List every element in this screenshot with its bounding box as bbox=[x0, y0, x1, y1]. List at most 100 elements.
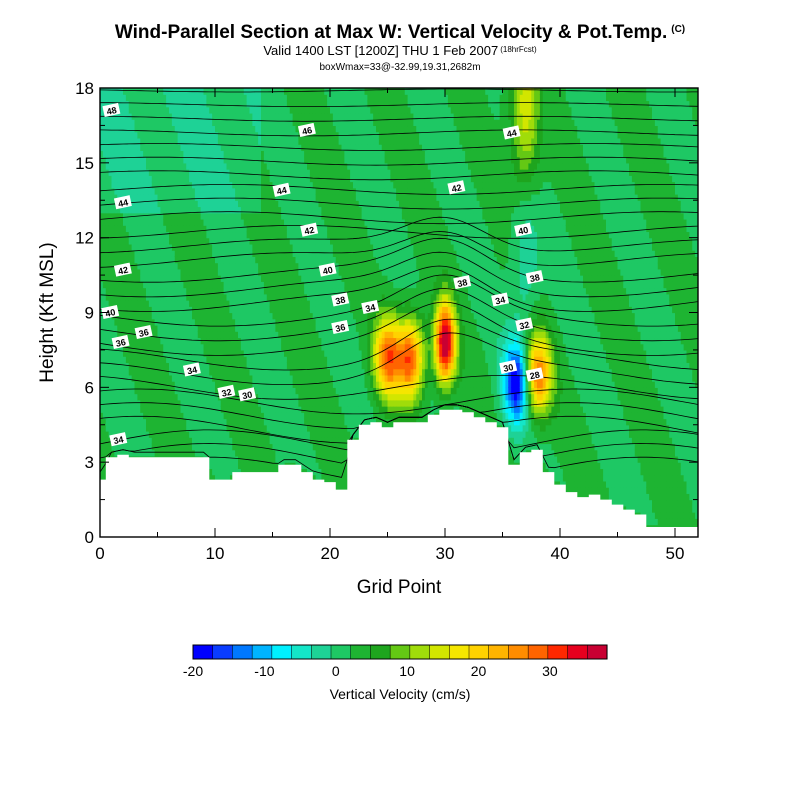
velocity-cell bbox=[105, 443, 110, 451]
velocity-cell bbox=[143, 162, 147, 170]
velocity-cell bbox=[215, 256, 219, 264]
velocity-cell bbox=[102, 318, 107, 326]
velocity-cell bbox=[263, 281, 268, 289]
velocity-cell bbox=[301, 281, 305, 289]
velocity-cell bbox=[289, 150, 294, 158]
velocity-cell bbox=[177, 368, 182, 376]
velocity-cell bbox=[238, 206, 242, 214]
velocity-cell bbox=[128, 387, 133, 395]
velocity-cell bbox=[255, 455, 259, 463]
velocity-cell bbox=[226, 293, 230, 301]
velocity-cell bbox=[243, 88, 248, 95]
velocity-cell bbox=[146, 387, 150, 395]
velocity-cell bbox=[206, 150, 210, 158]
velocity-cell bbox=[281, 324, 285, 332]
velocity-cell bbox=[295, 218, 299, 226]
velocity-cell bbox=[278, 150, 282, 158]
velocity-cell bbox=[111, 374, 115, 382]
velocity-cell bbox=[226, 374, 230, 382]
velocity-cell bbox=[240, 150, 245, 158]
velocity-cell bbox=[128, 181, 133, 189]
velocity-cell bbox=[125, 449, 130, 457]
velocity-cell bbox=[263, 418, 268, 426]
velocity-cell bbox=[171, 256, 176, 264]
velocity-cell bbox=[111, 181, 115, 189]
velocity-cell bbox=[194, 318, 199, 326]
velocity-cell bbox=[108, 443, 113, 451]
velocity-cell bbox=[160, 187, 164, 195]
velocity-cell bbox=[212, 262, 216, 270]
velocity-cell bbox=[292, 206, 297, 214]
velocity-cell bbox=[263, 412, 268, 420]
velocity-cell bbox=[255, 106, 259, 114]
velocity-cell bbox=[180, 187, 184, 195]
velocity-cell bbox=[157, 162, 161, 170]
velocity-cell bbox=[114, 218, 118, 226]
velocity-cell bbox=[151, 150, 156, 158]
velocity-cell bbox=[183, 424, 187, 432]
velocity-cell bbox=[143, 131, 147, 139]
velocity-cell bbox=[148, 418, 153, 426]
velocity-cell bbox=[105, 268, 110, 276]
velocity-cell bbox=[134, 187, 138, 195]
velocity-cell bbox=[278, 212, 282, 220]
velocity-cell bbox=[278, 324, 282, 332]
velocity-cell bbox=[252, 175, 256, 183]
velocity-cell bbox=[123, 181, 127, 189]
velocity-cell bbox=[240, 399, 245, 407]
velocity-cell bbox=[284, 94, 288, 102]
velocity-cell bbox=[128, 406, 133, 413]
velocity-cell bbox=[281, 200, 285, 208]
velocity-cell bbox=[163, 437, 167, 445]
velocity-cell bbox=[171, 169, 176, 176]
velocity-cell bbox=[235, 468, 239, 476]
velocity-cell bbox=[235, 112, 239, 120]
velocity-cell bbox=[215, 231, 219, 239]
velocity-cell bbox=[100, 430, 104, 438]
velocity-cell bbox=[169, 212, 173, 220]
velocity-cell bbox=[258, 468, 262, 476]
velocity-cell bbox=[183, 218, 187, 226]
velocity-cell bbox=[125, 424, 130, 432]
velocity-cell bbox=[235, 175, 239, 183]
velocity-cell bbox=[220, 119, 225, 127]
velocity-cell bbox=[203, 293, 207, 301]
velocity-cell bbox=[114, 393, 118, 401]
velocity-cell bbox=[284, 406, 288, 413]
velocity-cell bbox=[117, 312, 121, 320]
velocity-cell bbox=[269, 119, 274, 127]
velocity-cell bbox=[292, 175, 297, 183]
velocity-cell bbox=[281, 156, 285, 164]
velocity-cell bbox=[169, 218, 173, 226]
velocity-cell bbox=[169, 119, 173, 127]
velocity-cell bbox=[240, 462, 245, 470]
velocity-cell bbox=[146, 119, 150, 127]
velocity-cell bbox=[194, 169, 199, 176]
velocity-cell bbox=[114, 443, 118, 451]
velocity-cell bbox=[140, 281, 144, 289]
velocity-cell bbox=[292, 368, 297, 376]
velocity-cell bbox=[177, 300, 182, 307]
velocity-cell bbox=[169, 131, 173, 139]
velocity-cell bbox=[278, 125, 282, 133]
velocity-cell bbox=[232, 237, 236, 245]
velocity-cell bbox=[263, 362, 268, 370]
velocity-cell bbox=[272, 462, 276, 470]
velocity-cell bbox=[163, 262, 167, 270]
velocity-cell bbox=[120, 231, 124, 239]
velocity-cell bbox=[151, 343, 156, 351]
velocity-cell bbox=[206, 162, 210, 170]
velocity-cell bbox=[180, 362, 184, 370]
velocity-cell bbox=[255, 125, 259, 133]
velocity-cell bbox=[217, 362, 222, 370]
velocity-cell bbox=[238, 162, 242, 170]
velocity-cell bbox=[163, 406, 167, 413]
velocity-cell bbox=[137, 225, 141, 233]
velocity-cell bbox=[180, 181, 184, 189]
velocity-cell bbox=[289, 262, 294, 270]
velocity-cell bbox=[120, 181, 124, 189]
velocity-cell bbox=[180, 212, 184, 220]
velocity-cell bbox=[151, 374, 156, 382]
velocity-cell bbox=[166, 374, 170, 382]
velocity-cell bbox=[108, 162, 113, 170]
